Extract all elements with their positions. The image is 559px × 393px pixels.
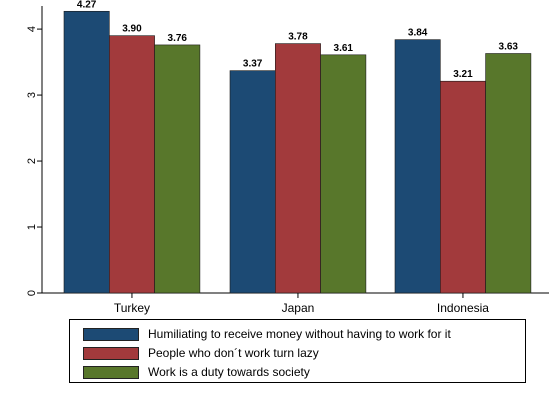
data-label-indonesia-series-1: 3.84 [408, 28, 428, 39]
y-tick-label-2: 2 [26, 158, 38, 164]
data-label-indonesia-series-2: 3.21 [453, 69, 473, 80]
legend: Humiliating to receive money without hav… [69, 319, 526, 383]
data-labels: 4.27 3.90 3.76 3.37 3.78 3.61 3.84 3.21 3.63 [77, 0, 519, 80]
y-tick-label-3: 3 [26, 92, 38, 98]
legend-swatch-2 [83, 346, 139, 360]
bar-japan-series-1 [229, 70, 276, 294]
bar-turkey-series-2 [109, 35, 155, 294]
bars [63, 10, 532, 294]
legend-label-3: Work is a duty towards society [148, 365, 310, 379]
data-label-turkey-series-2: 3.90 [122, 24, 142, 35]
legend-swatch-1 [83, 327, 139, 341]
legend-label-1: Humiliating to receive money without hav… [148, 327, 451, 341]
bar-indonesia-series-3 [485, 53, 532, 294]
data-label-indonesia-series-3: 3.63 [499, 42, 519, 53]
data-label-japan-series-1: 3.37 [243, 59, 263, 70]
legend-label-2: People who don´t work turn lazy [148, 346, 319, 360]
y-tick-label-4: 4 [26, 26, 38, 32]
legend-swatch-3 [83, 365, 139, 379]
bar-japan-series-2 [274, 43, 321, 294]
data-label-turkey-series-3: 3.76 [168, 33, 188, 44]
data-label-turkey-series-1: 4.27 [77, 0, 97, 10]
bar-turkey-series-1 [63, 10, 110, 294]
category-labels: Turkey Japan Indonesia [114, 293, 489, 315]
category-label-indonesia: Indonesia [437, 301, 489, 315]
bar-turkey-series-3 [154, 44, 201, 294]
category-label-japan: Japan [282, 301, 315, 315]
data-label-japan-series-2: 3.78 [288, 32, 308, 43]
bar-indonesia-series-2 [439, 80, 486, 294]
legend-item-1: Humiliating to receive money without hav… [83, 325, 451, 343]
data-label-japan-series-3: 3.61 [334, 43, 354, 54]
y-tick-label-1: 1 [26, 224, 38, 230]
y-tick-label-0: 0 [26, 290, 38, 296]
category-label-turkey: Turkey [114, 301, 150, 315]
legend-item-2: People who don´t work turn lazy [83, 344, 319, 362]
bar-indonesia-series-1 [394, 39, 441, 294]
legend-item-3: Work is a duty towards society [83, 363, 310, 381]
bar-japan-series-3 [320, 54, 367, 294]
